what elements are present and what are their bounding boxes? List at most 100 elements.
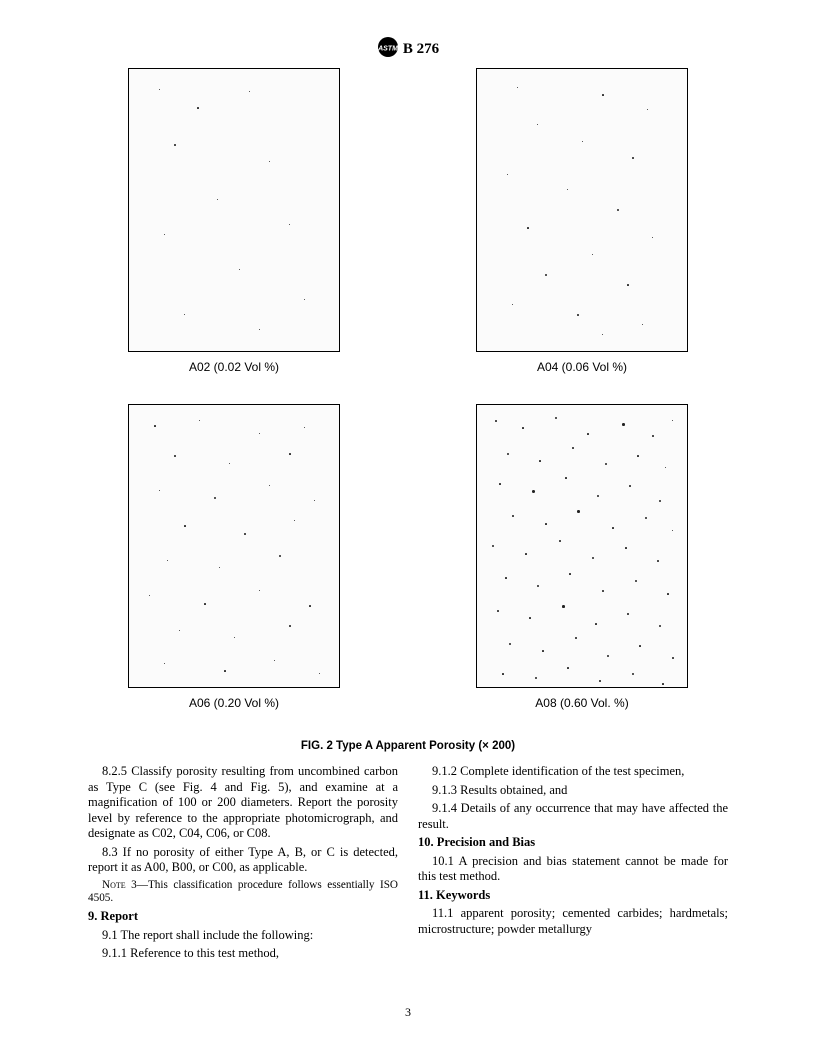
porosity-dot (667, 593, 669, 595)
para-9-1-2: 9.1.2 Complete identification of the tes… (418, 764, 728, 780)
right-column: 9.1.2 Complete identification of the tes… (418, 764, 728, 965)
porosity-dot (659, 500, 661, 502)
porosity-dot (587, 433, 589, 435)
figure-caption: FIG. 2 Type A Apparent Porosity (× 200) (128, 740, 688, 752)
para-9-1: 9.1 The report shall include the followi… (88, 928, 398, 944)
section-11-head: 11. Keywords (418, 888, 728, 904)
porosity-dot (595, 623, 597, 625)
porosity-dot (224, 670, 226, 672)
porosity-dot (512, 304, 513, 305)
porosity-dot (167, 560, 168, 561)
porosity-dot (635, 580, 637, 582)
porosity-dot (502, 673, 504, 675)
section-10-head: 10. Precision and Bias (418, 835, 728, 851)
porosity-dot (659, 625, 661, 627)
porosity-dot (249, 91, 250, 92)
note-3: Note 3—This classification procedure fol… (88, 879, 398, 907)
porosity-dot (625, 547, 627, 549)
porosity-dot (174, 455, 176, 457)
porosity-dot (569, 573, 571, 575)
para-9-1-1: 9.1.1 Reference to this test method, (88, 946, 398, 962)
porosity-dot (577, 510, 580, 513)
porosity-dot (632, 673, 634, 675)
porosity-dot (559, 540, 561, 542)
porosity-dot (599, 680, 601, 682)
porosity-dot (662, 683, 664, 685)
porosity-dot (319, 673, 320, 674)
porosity-dot (592, 254, 593, 255)
panel-label-a04: A04 (0.06 Vol %) (476, 360, 688, 374)
panel-label-a08: A08 (0.60 Vol. %) (476, 696, 688, 710)
porosity-dot (154, 425, 156, 427)
porosity-dot (562, 605, 565, 608)
porosity-dot (512, 515, 514, 517)
porosity-dot (629, 485, 631, 487)
porosity-dot (577, 314, 579, 316)
porosity-dot (164, 234, 165, 235)
porosity-dot (219, 567, 220, 568)
porosity-dot (529, 617, 531, 619)
porosity-dot (229, 463, 230, 464)
porosity-dot (672, 420, 673, 421)
porosity-dot (582, 141, 583, 142)
porosity-dot (497, 610, 499, 612)
para-11-1: 11.1 apparent porosity; cemented carbide… (418, 906, 728, 937)
porosity-dot (525, 553, 527, 555)
porosity-dot (545, 523, 547, 525)
porosity-dot (602, 334, 603, 335)
porosity-dot (149, 595, 150, 596)
figure-2-grid: A02 (0.02 Vol %) A04 (0.06 Vol %) A06 (0… (128, 68, 688, 752)
porosity-dot (294, 520, 295, 521)
porosity-dot (612, 527, 614, 529)
porosity-dot (505, 577, 507, 579)
porosity-dot (309, 605, 311, 607)
porosity-dot (269, 161, 270, 162)
porosity-dot (652, 435, 654, 437)
porosity-dot (627, 284, 629, 286)
porosity-dot (605, 463, 607, 465)
porosity-dot (575, 637, 577, 639)
porosity-dot (304, 299, 305, 300)
porosity-dot (492, 545, 494, 547)
porosity-dot (279, 555, 281, 557)
porosity-dot (495, 420, 497, 422)
left-column: 8.2.5 Classify porosity resulting from u… (88, 764, 398, 965)
porosity-dot (217, 199, 218, 200)
note-label: Note (102, 879, 126, 891)
porosity-dot (592, 557, 594, 559)
panel-a04: A04 (0.06 Vol %) (476, 68, 688, 396)
panel-a08: A08 (0.60 Vol. %) (476, 404, 688, 732)
porosity-dot (665, 467, 666, 468)
para-9-1-4: 9.1.4 Details of any occurrence that may… (418, 801, 728, 832)
porosity-dot (499, 483, 501, 485)
porosity-dot (645, 517, 647, 519)
porosity-dot (652, 237, 653, 238)
porosity-dot (164, 663, 165, 664)
porosity-dot (304, 427, 305, 428)
porosity-dot (532, 490, 535, 493)
porosity-dot (239, 269, 240, 270)
svg-text:ASTM: ASTM (377, 46, 398, 53)
porosity-dot (637, 455, 639, 457)
porosity-dot (197, 107, 199, 109)
porosity-dot (274, 660, 275, 661)
porosity-dot (507, 453, 509, 455)
page-number: 3 (0, 1005, 816, 1020)
para-10-1: 10.1 A precision and bias statement cann… (418, 854, 728, 885)
porosity-dot (204, 603, 206, 605)
panel-a02: A02 (0.02 Vol %) (128, 68, 340, 396)
para-9-1-3: 9.1.3 Results obtained, and (418, 783, 728, 799)
porosity-dot (542, 650, 544, 652)
porosity-dot (627, 613, 629, 615)
porosity-dot (244, 533, 246, 535)
porosity-dot (314, 500, 315, 501)
porosity-dot (632, 157, 634, 159)
panel-label-a02: A02 (0.02 Vol %) (128, 360, 340, 374)
porosity-dot (607, 655, 609, 657)
micrograph-a08 (476, 404, 688, 688)
porosity-dot (199, 420, 200, 421)
page-header: ASTM B 276 (0, 36, 816, 63)
porosity-dot (174, 144, 176, 146)
porosity-dot (539, 460, 541, 462)
porosity-dot (567, 667, 569, 669)
